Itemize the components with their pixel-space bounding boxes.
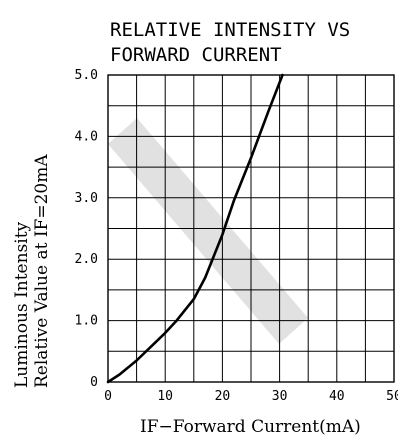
y-tick-label: 5.0 bbox=[75, 68, 98, 83]
x-tick-label: 50 bbox=[386, 389, 398, 404]
y-tick-label: 0 bbox=[90, 375, 98, 390]
chart-title-line-2: FORWARD CURRENT bbox=[110, 44, 282, 66]
x-tick-label: 30 bbox=[272, 389, 288, 404]
x-tick-label: 20 bbox=[215, 389, 231, 404]
y-tick-label: 4.0 bbox=[75, 129, 98, 144]
watermark-band bbox=[108, 118, 308, 344]
y-axis-label-line-2: Relative Value at IF=20mA bbox=[32, 154, 52, 388]
x-axis-label: IF−Forward Current(mA) bbox=[140, 417, 361, 437]
y-tick-labels: 0 1.0 2.0 3.0 4.0 5.0 bbox=[75, 68, 98, 390]
plot-frame bbox=[107, 74, 395, 383]
y-tick-label: 2.0 bbox=[75, 252, 98, 267]
chart-title-line-1: RELATIVE INTENSITY VS bbox=[110, 19, 350, 41]
x-tick-label: 40 bbox=[329, 389, 345, 404]
x-tick-label: 0 bbox=[104, 389, 112, 404]
x-tick-label: 10 bbox=[157, 389, 173, 404]
grid-lines bbox=[108, 75, 394, 382]
y-axis-label-line-1: Luminous Intensity bbox=[12, 221, 32, 388]
series-line bbox=[106, 73, 284, 384]
series-group bbox=[106, 73, 284, 384]
y-tick-label: 1.0 bbox=[75, 314, 98, 329]
y-tick-label: 3.0 bbox=[75, 191, 98, 206]
x-tick-labels: 0 10 20 30 40 50 bbox=[104, 389, 398, 404]
